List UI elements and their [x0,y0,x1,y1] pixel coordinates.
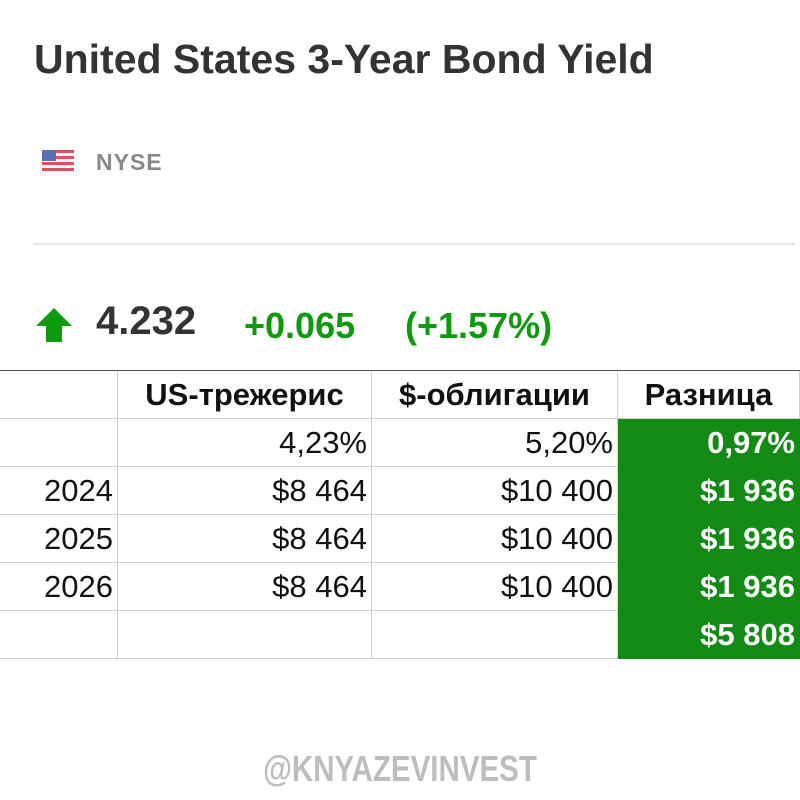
table-cell: $10 400 [372,515,618,563]
divider [33,243,795,245]
header-cell [0,371,118,419]
header-cell: $-облигации [372,371,618,419]
table-cell [118,611,372,659]
table-cell: 0,97% [618,419,800,467]
header-cell: Разница [618,371,800,419]
table-cell: 2026 [0,563,118,611]
table-cell: 5,20% [372,419,618,467]
table-cell: 2025 [0,515,118,563]
table-cell: 2024 [0,467,118,515]
header-cell: US-трежерис [118,371,372,419]
change-percent: (+1.57%) [405,305,553,346]
table-cell: $8 464 [118,467,372,515]
title: United States 3-Year Bond Yield [34,36,654,82]
table-cell [372,611,618,659]
table-cell: $8 464 [118,563,372,611]
table-cell: $10 400 [372,467,618,515]
table-cell: $8 464 [118,515,372,563]
table-cell: $10 400 [372,563,618,611]
up-arrow [36,308,72,342]
watermark: @KNYAZEVINVEST [263,748,537,789]
exchange: NYSE [96,149,163,175]
table-cell: $1 936 [618,467,800,515]
table: US-трежерис $-облигации Разница 4,23% 5,20% 0… [0,370,800,661]
price: 4.232 [96,299,197,343]
flag-icon [42,150,74,172]
table-cell: 4,23% [118,419,372,467]
table-cell: $1 936 [618,515,800,563]
table-cell [0,611,118,659]
table-cell: $1 936 [618,563,800,611]
table-cell [0,419,118,467]
change: +0.065 [244,305,356,346]
table-cell: $5 808 [618,611,800,659]
